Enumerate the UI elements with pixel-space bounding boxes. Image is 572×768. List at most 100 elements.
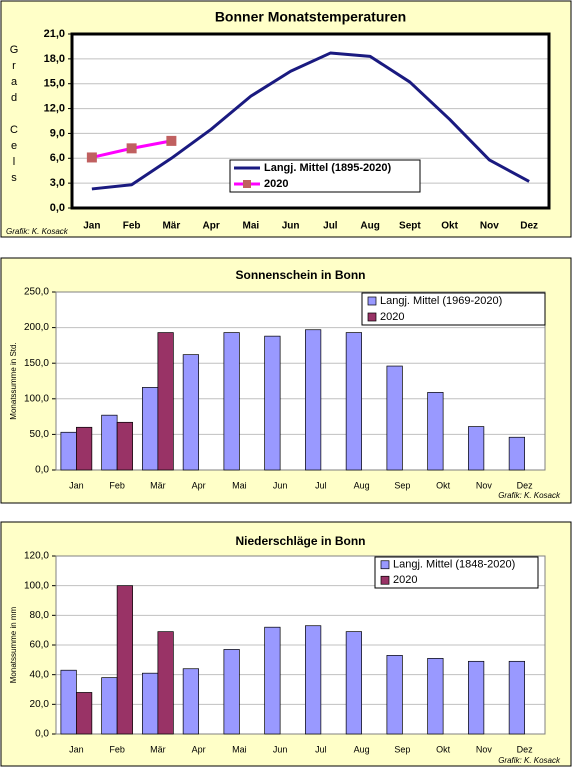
bar: [264, 335, 281, 471]
point-marker: [86, 152, 97, 163]
legend-swatch: [367, 312, 377, 322]
chart-title: Niederschläge in Bonn: [235, 534, 365, 548]
y-tick-label: 3,0: [50, 177, 65, 189]
y-tick-label: 50,0: [30, 429, 50, 440]
y-tick-label: 250,0: [24, 287, 49, 298]
legend-marker: [243, 180, 251, 188]
x-tick-label: Mär: [150, 480, 166, 490]
x-tick-label: Jan: [69, 480, 84, 490]
x-tick-label: Nov: [476, 744, 493, 754]
bar: [182, 354, 199, 471]
bar: [76, 692, 93, 735]
y-tick-label: 80,0: [30, 610, 50, 621]
plot-border: [55, 555, 546, 735]
plot-border: [70, 32, 551, 210]
y-tick-label: 120,0: [24, 551, 49, 562]
bar: [468, 426, 485, 471]
x-tick-label: Sept: [399, 221, 421, 232]
y-tick-label: 0,0: [35, 729, 49, 740]
legend-label: Langj. Mittel (1969-2020): [380, 295, 502, 307]
x-tick-label: Aug: [354, 480, 370, 490]
legend-box: [229, 159, 421, 193]
bar: [508, 436, 525, 471]
x-tick-label: Jan: [83, 221, 100, 232]
source-label: Grafik: K. Kosack: [6, 227, 69, 236]
legend-label: Langj. Mittel (1848-2020): [393, 559, 515, 571]
bar: [142, 387, 159, 471]
y-tick-label: 9,0: [50, 127, 65, 139]
bar: [386, 365, 403, 471]
bar: [386, 655, 403, 735]
y-tick-label: 18,0: [44, 53, 65, 65]
bar: [427, 657, 444, 735]
x-tick-label: Mär: [162, 221, 180, 232]
legend-label: Langj. Mittel (1895-2020): [264, 162, 391, 174]
x-tick-label: Mai: [232, 480, 247, 490]
x-tick-label: Mär: [150, 744, 166, 754]
source-label: Grafik: K. Kosack: [498, 491, 561, 500]
point-marker: [166, 135, 177, 146]
legend-swatch: [380, 560, 390, 570]
bar: [345, 631, 362, 735]
legend-label: 2020: [380, 311, 404, 323]
bar: [60, 431, 77, 471]
legend-label: 2020: [393, 574, 417, 586]
y-tick-label: 0,0: [50, 202, 65, 214]
bar: [116, 421, 133, 471]
x-tick-label: Feb: [109, 744, 125, 754]
x-tick-label: Feb: [109, 480, 125, 490]
bar: [427, 392, 444, 471]
y-tick-label: 6,0: [50, 152, 65, 164]
bar: [157, 332, 174, 471]
bar: [223, 332, 240, 471]
chart-title: Sonnenschein in Bonn: [235, 268, 365, 282]
bar: [116, 585, 133, 735]
y-axis-label: Grad Cels: [8, 44, 20, 188]
y-tick-label: 60,0: [30, 640, 50, 651]
x-tick-label: Sep: [394, 480, 410, 490]
bar: [157, 631, 174, 735]
x-tick-label: Dez: [520, 221, 538, 232]
bar: [101, 677, 118, 735]
y-tick-label: 20,0: [30, 699, 50, 710]
x-tick-label: Okt: [436, 744, 451, 754]
x-tick-label: Jun: [282, 221, 300, 232]
y-tick-label: 200,0: [24, 322, 49, 333]
bar: [345, 332, 362, 471]
y-tick-label: 12,0: [44, 102, 65, 114]
x-tick-label: Aug: [360, 221, 379, 232]
y-tick-label: 15,0: [44, 78, 65, 90]
bar: [60, 669, 77, 735]
bar: [182, 668, 199, 735]
series-line: [91, 51, 530, 191]
x-tick-label: Nov: [476, 480, 493, 490]
y-axis-label: Monatssumme in mm: [9, 606, 18, 683]
x-tick-label: Mai: [232, 744, 247, 754]
x-tick-label: Jan: [69, 744, 84, 754]
plot-border: [55, 291, 546, 471]
y-tick-label: 21,0: [44, 28, 65, 40]
x-tick-label: Dez: [517, 744, 534, 754]
bar: [264, 626, 281, 735]
legend-label: 2020: [264, 178, 288, 190]
bar: [142, 672, 159, 735]
x-tick-label: Nov: [480, 221, 499, 232]
legend-swatch: [367, 296, 377, 306]
x-tick-label: Apr: [192, 744, 206, 754]
source-label: Grafik: K. Kosack: [498, 756, 561, 765]
chart-title: Bonner Monatstemperaturen: [215, 9, 406, 25]
bar: [305, 625, 322, 735]
x-tick-label: Dez: [517, 480, 534, 490]
x-tick-label: Jul: [315, 480, 327, 490]
point-marker: [126, 143, 137, 154]
y-axis-label: Monatssumme in Std.: [9, 342, 18, 419]
legend-swatch: [380, 575, 390, 585]
x-tick-label: Sep: [394, 744, 410, 754]
y-tick-label: 100,0: [24, 580, 49, 591]
x-tick-label: Jun: [273, 480, 288, 490]
x-tick-label: Apr: [203, 221, 220, 232]
x-tick-label: Mai: [243, 221, 260, 232]
x-tick-label: Jul: [315, 744, 327, 754]
y-tick-label: 0,0: [35, 465, 49, 476]
